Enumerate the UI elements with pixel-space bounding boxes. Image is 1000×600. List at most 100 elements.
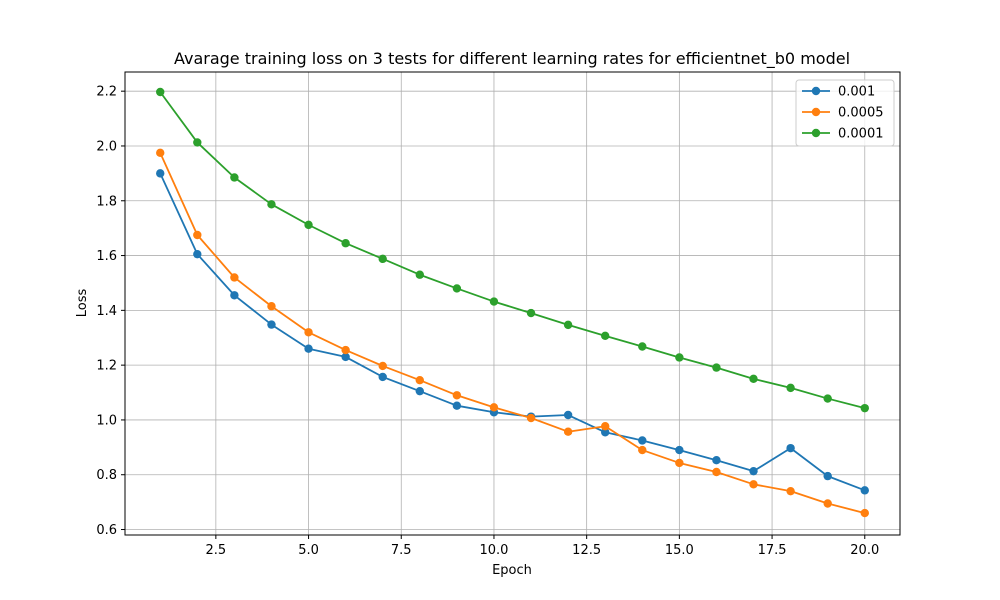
data-point [638,445,647,455]
data-point [638,342,647,351]
legend-box [795,79,895,147]
x-tick-label: 10.0 [479,543,508,558]
plot-frame [124,71,901,536]
series-line [159,152,865,514]
legend-item: 0.0005 [802,106,884,121]
data-point [526,413,536,423]
data-point [786,383,795,393]
legend-marker [811,86,821,96]
data-point [823,499,832,508]
legend-item: 0.0001 [802,127,884,142]
series-line [159,91,865,410]
data-point [452,401,462,410]
data-point [267,302,276,311]
data-point [601,331,610,341]
data-point [341,352,350,362]
data-point [415,386,424,396]
data-point [489,297,499,306]
legend-item: 0.001 [802,85,875,100]
data-point [638,436,647,445]
x-tick-label: 17.5 [758,543,787,558]
data-point [452,284,462,293]
y-tick-label: 0.6 [96,523,117,538]
data-point [489,403,499,412]
data-point [267,200,276,209]
data-point [230,273,239,282]
legend-marker [811,107,821,117]
y-tick-label: 0.8 [96,468,117,483]
x-tick-label: 5.0 [298,543,319,558]
y-tick-label: 1.2 [96,359,117,374]
data-point [193,230,202,240]
data-point [563,410,573,420]
y-axis: 0.6 0.8 1.0 1.2 1.4 1.6 1.8 2.0 2.2 [96,85,125,538]
x-axis-label: Epoch [492,563,532,578]
data-point [712,467,721,477]
data-point [156,87,165,97]
data-point [601,428,610,437]
y-axis-label: Loss [75,289,90,318]
legend-label: 0.001 [838,85,875,100]
data-point [378,372,387,382]
data-point [712,363,721,372]
data-point [341,239,350,248]
data-point [267,320,276,329]
data-point [675,458,684,468]
data-point [675,445,684,455]
data-point [415,270,424,279]
x-tick-label: 12.5 [572,543,601,558]
data-point [378,254,387,264]
series-line [159,172,866,492]
x-axis: 2.5 5.0 7.5 10.0 12.5 15.0 17.5 20.0 [206,535,879,558]
legend-marker [811,128,821,138]
data-point [860,486,869,495]
y-tick-label: 2.2 [96,85,117,100]
data-point [415,376,424,385]
data-point [304,344,313,353]
data-point [378,361,387,371]
data-point [193,249,202,259]
data-point [563,320,573,330]
y-tick-label: 1.0 [96,413,117,428]
x-tick-label: 15.0 [665,543,694,558]
data-point [230,173,239,182]
y-tick-label: 1.8 [96,194,117,209]
data-point [601,422,610,431]
data-point [304,328,313,337]
y-tick-label: 2.0 [96,139,117,154]
data-point [823,471,832,481]
legend-label: 0.0001 [838,127,884,142]
data-point [452,391,462,400]
data-point [860,508,869,518]
data-point [563,427,573,436]
data-point [749,374,758,384]
data-point [675,353,684,362]
series-layer [156,87,869,518]
data-point [193,138,202,147]
grid-lines [125,72,900,535]
data-point [304,220,313,230]
y-tick-label: 1.6 [96,249,117,264]
data-point [786,443,795,453]
x-tick-label: 20.0 [850,543,879,558]
data-point [749,466,758,476]
x-tick-label: 2.5 [206,543,227,558]
data-point [786,486,795,496]
data-point [749,480,758,489]
y-tick-label: 1.4 [96,304,117,319]
data-point [823,394,832,403]
data-point [526,308,536,318]
data-point [860,403,869,413]
data-point [712,456,721,465]
data-point [341,345,350,355]
data-point [230,291,239,300]
series-0-0001 [156,87,869,413]
data-point [156,169,165,178]
legend: 0.001 0.0005 0.0001 [795,79,895,147]
chart-title: Avarage training loss on 3 tests for dif… [174,49,850,69]
data-point [156,148,165,158]
legend-label: 0.0005 [838,106,884,121]
series-0-0005 [156,148,869,518]
x-tick-label: 7.5 [391,543,412,558]
